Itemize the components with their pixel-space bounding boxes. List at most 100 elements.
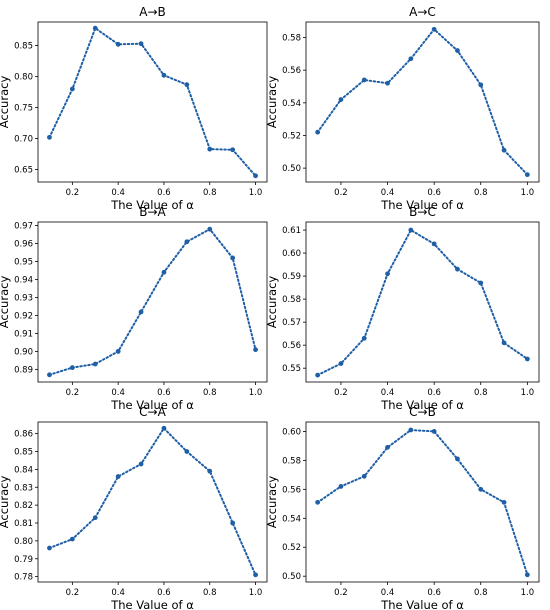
x-tick-label: 0.6 (157, 188, 171, 198)
data-point (230, 147, 236, 153)
data-point (361, 335, 367, 341)
data-point (184, 82, 190, 88)
subplot-1: A→B 0.2 0.4 0.6 0.8 1.0 0.65 0.70 0.75 0.80 0.85 Th… (0, 5, 268, 212)
data-point (385, 444, 390, 450)
plot-frame (37, 21, 268, 183)
y-tick-label: 0.80 (14, 73, 33, 83)
data-point (161, 72, 167, 78)
data-point (315, 499, 321, 505)
subplot-3: B→A 0.2 0.4 0.6 0.8 1.0 0.89 0.90 0.91 0.92 0.93 0.… (0, 205, 268, 412)
x-tick-label: 0.4 (381, 588, 395, 598)
y-tick-label: 0.58 (282, 34, 301, 44)
chart-title: B→C (409, 205, 436, 219)
y-axis-label: Accuracy (0, 476, 11, 529)
series-line (316, 228, 529, 377)
series-line (316, 27, 529, 176)
x-tick-label: 0.8 (474, 588, 488, 598)
data-point (115, 41, 121, 47)
data-point (524, 172, 530, 178)
x-tick-label: 0.2 (334, 588, 348, 598)
y-axis-label: Accuracy (265, 476, 279, 529)
data-point (47, 545, 52, 551)
data-point (408, 227, 414, 233)
y-tick-label: 0.78 (14, 573, 33, 583)
x-tick-label: 0.6 (427, 388, 441, 398)
data-point (338, 484, 344, 489)
y-tick-label: 0.97 (14, 222, 33, 232)
y-tick-label: 0.52 (282, 543, 301, 553)
data-point (47, 372, 52, 378)
y-tick-label: 0.54 (282, 99, 301, 109)
data-point (408, 427, 414, 433)
x-axis-label: The Value of α (380, 598, 464, 610)
y-tick-label: 0.91 (14, 329, 33, 339)
x-axis-label: The Value of α (110, 598, 194, 610)
y-tick-label: 0.94 (14, 276, 33, 286)
data-point (69, 365, 75, 371)
y-tick-label: 0.56 (282, 341, 301, 351)
data-point (161, 425, 167, 431)
data-point (184, 239, 190, 245)
series-line (48, 26, 257, 177)
y-tick-label: 0.58 (282, 456, 301, 466)
data-point (69, 536, 75, 542)
y-tick-label: 0.89 (14, 365, 33, 375)
y-tick-label: 0.70 (14, 135, 33, 145)
series-line (316, 428, 529, 576)
chart-title: C→B (409, 405, 436, 419)
y-axis-label: Accuracy (0, 276, 11, 329)
chart-title: C→A (139, 405, 166, 419)
data-point (315, 372, 321, 378)
x-tick-label: 0.2 (334, 188, 348, 198)
data-point (207, 226, 213, 232)
y-tick-label: 0.80 (14, 537, 33, 547)
data-point (230, 255, 236, 261)
y-tick-label: 0.60 (282, 427, 301, 437)
x-tick-label: 0.2 (66, 588, 80, 598)
x-tick-label: 0.8 (203, 388, 217, 398)
x-tick-label: 0.2 (66, 188, 80, 198)
data-point (138, 309, 144, 315)
data-point (115, 349, 121, 354)
data-point (431, 26, 437, 32)
x-tick-label: 0.6 (157, 388, 171, 398)
subplot-5: C→A 0.2 0.4 0.6 0.8 1.0 0.78 0.79 0.80 0.81 0.82 0.… (0, 405, 268, 610)
x-axis-label: The Value of α (380, 398, 464, 412)
y-tick-label: 0.56 (282, 66, 301, 76)
y-tick-label: 0.54 (282, 514, 301, 524)
data-point (478, 82, 484, 88)
x-tick-label: 1.0 (249, 388, 263, 398)
x-tick-label: 1.0 (521, 388, 535, 398)
chart-title: A→C (409, 5, 436, 19)
x-tick-label: 0.6 (427, 588, 441, 598)
data-point (338, 361, 344, 366)
subplot-4: B→C 0.2 0.4 0.6 0.8 1.0 0.55 0.56 0.57 0.58 0.59 0.… (265, 205, 540, 412)
data-point (92, 515, 98, 521)
y-axis-label: Accuracy (0, 76, 11, 129)
y-tick-label: 0.81 (14, 519, 33, 529)
data-point (161, 269, 167, 275)
x-tick-label: 0.8 (203, 188, 217, 198)
x-tick-label: 0.2 (334, 388, 348, 398)
y-tick-label: 0.82 (14, 501, 33, 511)
y-axis-label: Accuracy (265, 276, 279, 329)
data-point (385, 80, 390, 86)
data-point (455, 266, 460, 272)
series-line (48, 426, 257, 576)
x-tick-label: 0.2 (66, 388, 80, 398)
data-point (253, 347, 258, 353)
x-tick-label: 0.4 (381, 188, 395, 198)
x-tick-label: 1.0 (249, 188, 263, 198)
data-point (431, 241, 437, 247)
chart-title: A→B (139, 5, 166, 19)
y-tick-label: 0.60 (282, 249, 301, 259)
data-point (478, 486, 484, 492)
data-point (524, 356, 530, 362)
y-tick-label: 0.57 (282, 318, 301, 328)
x-tick-label: 0.8 (474, 188, 488, 198)
y-tick-label: 0.50 (282, 572, 301, 582)
data-point (115, 474, 121, 479)
data-point (431, 429, 437, 434)
y-tick-label: 0.55 (282, 364, 301, 374)
plot-frame (305, 421, 540, 583)
